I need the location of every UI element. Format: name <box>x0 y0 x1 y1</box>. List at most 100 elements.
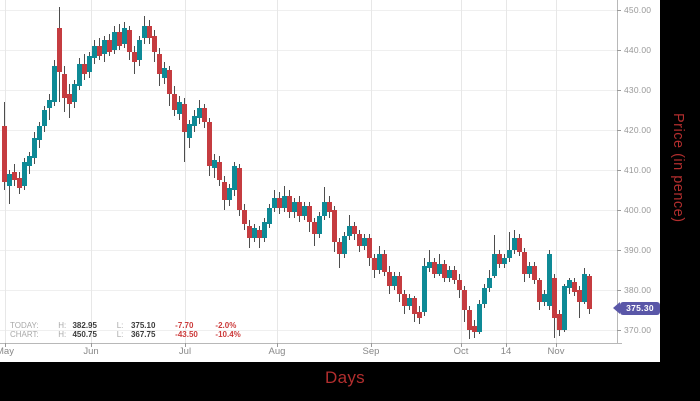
candle-down <box>587 276 592 309</box>
today-high-label: H: <box>58 321 67 330</box>
candle-up <box>582 274 587 302</box>
candlestick-plot <box>0 0 622 347</box>
candle-up <box>112 32 117 50</box>
candle-down <box>287 196 292 212</box>
candle-up <box>227 188 232 200</box>
candle-up <box>262 222 267 238</box>
today-high-value: 382.95 <box>72 321 97 330</box>
chart-change: -43.50 <box>175 330 198 339</box>
candle-up <box>377 254 382 270</box>
candle-up <box>47 100 52 108</box>
candle-up <box>32 138 37 158</box>
today-label: TODAY: <box>10 321 39 330</box>
today-change-pct: -2.0% <box>215 321 237 330</box>
candle-down <box>537 280 542 302</box>
candle-down <box>572 282 577 292</box>
candle-down <box>12 172 17 180</box>
candle-down <box>357 234 362 246</box>
y-tick-label: 380.00 <box>624 285 652 295</box>
candle-up <box>507 250 512 258</box>
candle-up <box>547 254 552 306</box>
x-tick-label: Aug <box>268 346 286 357</box>
candle-down <box>452 270 457 280</box>
candle-down <box>522 252 527 274</box>
candle-up <box>437 264 442 274</box>
candle-down <box>67 94 72 104</box>
candle-up <box>177 102 182 114</box>
today-stats-row: TODAY: H: 382.95 L: 375.10 -7.70 -2.0% <box>10 321 241 330</box>
candle-down <box>277 198 282 208</box>
candle-wick <box>509 232 510 262</box>
candle-down <box>412 298 417 314</box>
candle-down <box>127 30 132 52</box>
candle-up <box>487 278 492 288</box>
candle-down <box>552 278 557 318</box>
candle-down <box>497 254 502 264</box>
candle-up <box>52 66 57 102</box>
y-tick-label: 410.00 <box>624 165 652 175</box>
candle-up <box>427 262 432 268</box>
candle-down <box>107 40 112 52</box>
candle-up <box>252 228 257 238</box>
chart-low-label: L: <box>116 330 124 339</box>
y-axis-title: Price (in pence) <box>670 113 686 223</box>
candle-down <box>62 74 67 98</box>
candle-up <box>22 162 27 186</box>
candle-up <box>102 40 107 54</box>
candle-up <box>407 298 412 306</box>
candle-up <box>187 124 192 138</box>
x-tick-label: Jun <box>83 346 99 357</box>
candle-up <box>292 202 297 212</box>
candle-down <box>417 312 422 318</box>
candle-up <box>42 110 47 126</box>
candle-down <box>462 290 467 310</box>
y-tick-label: 430.00 <box>624 85 652 95</box>
candle-up <box>342 236 347 254</box>
x-axis-title: Days <box>325 368 365 387</box>
candle-wick <box>9 170 10 204</box>
candle-up <box>542 294 547 302</box>
candle-down <box>82 64 87 74</box>
y-tick-label: 390.00 <box>624 245 652 255</box>
candle-down <box>57 28 62 72</box>
candle-up <box>322 202 327 216</box>
candle-up <box>302 206 307 216</box>
candle-down <box>152 36 157 52</box>
candle-down <box>167 70 172 94</box>
candle-down <box>132 52 137 62</box>
candle-up <box>72 84 77 102</box>
candle-up <box>562 286 567 330</box>
x-axis-title-bar: Days <box>0 362 660 401</box>
candle-down <box>207 122 212 166</box>
today-change: -7.70 <box>175 321 194 330</box>
candle-down <box>577 290 582 302</box>
candle-up <box>362 238 367 246</box>
candle-up <box>447 270 452 278</box>
candle-down <box>402 294 407 306</box>
today-low-label: L: <box>116 321 124 330</box>
candle-up <box>527 266 532 274</box>
x-tick-label: Oct <box>453 346 469 357</box>
candle-down <box>172 94 177 110</box>
today-low-value: 375.10 <box>130 321 156 330</box>
x-tick-label: Jul <box>178 346 192 357</box>
candle-down <box>242 210 247 224</box>
candle-down <box>217 162 222 180</box>
candle-down <box>432 262 437 274</box>
candle-down <box>2 126 7 182</box>
y-axis-title-bar: Price (in pence) <box>660 0 700 401</box>
chart-change-pct: -10.4% <box>215 330 241 339</box>
candle-down <box>327 202 332 212</box>
chart-high-value: 450.75 <box>72 330 97 339</box>
candle-down <box>157 54 162 74</box>
candle-up <box>282 196 287 208</box>
chart-high-label: H: <box>58 330 67 339</box>
candle-up <box>87 56 92 72</box>
candle-down <box>222 182 227 200</box>
candle-down <box>332 210 337 242</box>
y-tick-label: 440.00 <box>624 45 652 55</box>
candle-down <box>17 178 22 188</box>
candle-up <box>567 280 572 288</box>
candle-up <box>192 116 197 126</box>
